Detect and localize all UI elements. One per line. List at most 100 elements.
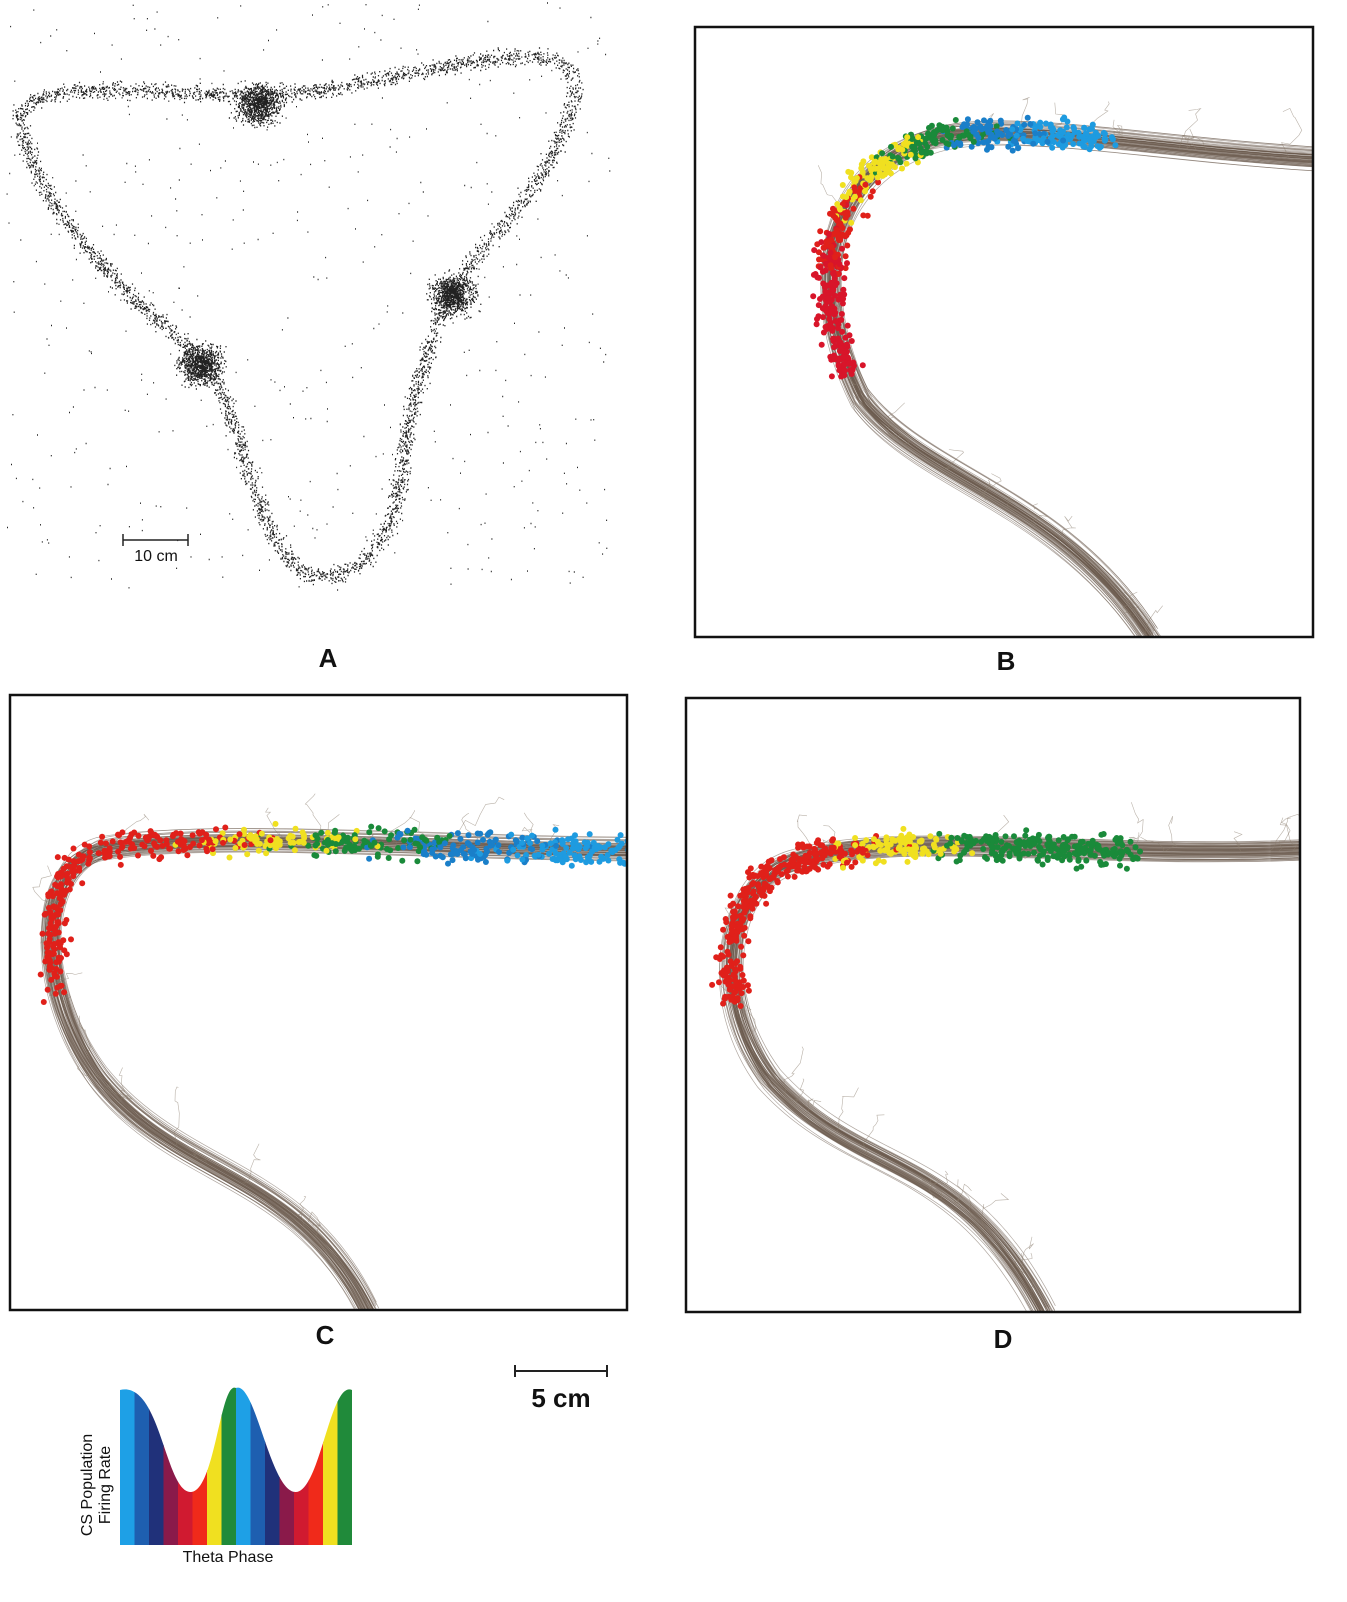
spike <box>460 844 467 851</box>
spike <box>742 887 749 894</box>
spike <box>822 324 829 330</box>
spike <box>832 254 839 261</box>
spike <box>721 972 728 979</box>
trajectory <box>734 841 1299 1311</box>
panel-label: A <box>319 643 338 673</box>
spike <box>794 867 801 874</box>
spike <box>822 267 829 274</box>
spike <box>1013 132 1020 139</box>
spike <box>826 861 833 868</box>
spike <box>300 832 307 839</box>
spike <box>182 845 189 852</box>
spike <box>586 831 593 838</box>
trajectory <box>52 837 626 1309</box>
spike <box>948 132 955 139</box>
spike <box>590 839 597 846</box>
spike <box>70 869 77 876</box>
spike <box>1010 137 1017 144</box>
spike <box>445 860 451 867</box>
spike <box>457 835 464 842</box>
scale-bar-a-label: 10 cm <box>134 548 178 565</box>
spike <box>978 126 985 133</box>
spike <box>880 858 887 865</box>
spike <box>1047 848 1054 854</box>
trajectory <box>54 837 626 1309</box>
spike <box>70 845 77 852</box>
spike <box>272 820 279 827</box>
spike <box>841 367 848 374</box>
spike <box>823 238 830 245</box>
spike <box>784 873 791 880</box>
trajectory <box>48 839 626 1309</box>
stray-trajectory <box>835 1087 859 1134</box>
spike <box>823 307 830 314</box>
trajectory <box>55 843 626 1309</box>
spike <box>1112 836 1119 843</box>
trajectory <box>726 839 1299 1310</box>
trajectory <box>55 849 626 1309</box>
spike <box>419 834 426 841</box>
spike <box>624 838 626 844</box>
spike <box>932 137 939 144</box>
spike <box>647 850 653 856</box>
spike <box>489 842 496 848</box>
trajectory <box>57 830 626 1305</box>
spike <box>728 996 735 1003</box>
trajectory <box>730 840 1299 1311</box>
spike <box>258 830 265 837</box>
trajectory <box>821 127 1312 635</box>
spike <box>397 831 404 838</box>
spike <box>621 860 626 867</box>
spike <box>892 837 899 844</box>
spike <box>857 197 864 204</box>
spike <box>836 205 843 211</box>
spike <box>897 159 904 166</box>
spike <box>53 904 60 911</box>
spike <box>1069 833 1075 840</box>
trajectory <box>57 841 626 1309</box>
spike <box>1037 119 1044 126</box>
spike <box>1002 833 1009 840</box>
spike <box>922 140 929 147</box>
spike <box>1006 842 1012 849</box>
spike <box>181 838 188 845</box>
spike <box>241 831 247 837</box>
stray-trajectory <box>265 807 293 842</box>
spike <box>331 829 338 836</box>
spike <box>980 139 987 146</box>
trajectory <box>735 844 1299 1311</box>
spike <box>846 332 853 339</box>
spike <box>300 839 307 846</box>
trajectory <box>730 853 1299 1311</box>
spike <box>863 837 870 844</box>
spike <box>441 840 448 847</box>
spike <box>933 835 939 842</box>
trajectory <box>50 838 626 1309</box>
stray-trajectory <box>983 473 1002 501</box>
spike <box>66 863 73 870</box>
spike <box>241 826 247 833</box>
spike <box>597 844 604 851</box>
trajectory <box>733 853 1299 1311</box>
spike <box>870 843 877 850</box>
trajectory <box>733 854 1299 1311</box>
spike <box>866 162 872 169</box>
spike <box>639 858 645 864</box>
spike <box>750 888 757 895</box>
spike <box>60 937 67 944</box>
spike <box>559 841 566 847</box>
spike <box>964 116 971 123</box>
trajectory <box>731 842 1299 1311</box>
stray-trajectory <box>1122 591 1138 614</box>
spike <box>437 844 444 851</box>
spike <box>44 986 51 993</box>
spike <box>839 300 846 307</box>
spike <box>312 842 319 849</box>
spike <box>1015 145 1021 152</box>
phase-band <box>279 1387 295 1545</box>
spike <box>860 212 867 219</box>
spike <box>830 335 836 342</box>
trajectory <box>731 854 1299 1311</box>
panel-c-frame <box>8 693 629 1312</box>
spike <box>966 132 973 139</box>
